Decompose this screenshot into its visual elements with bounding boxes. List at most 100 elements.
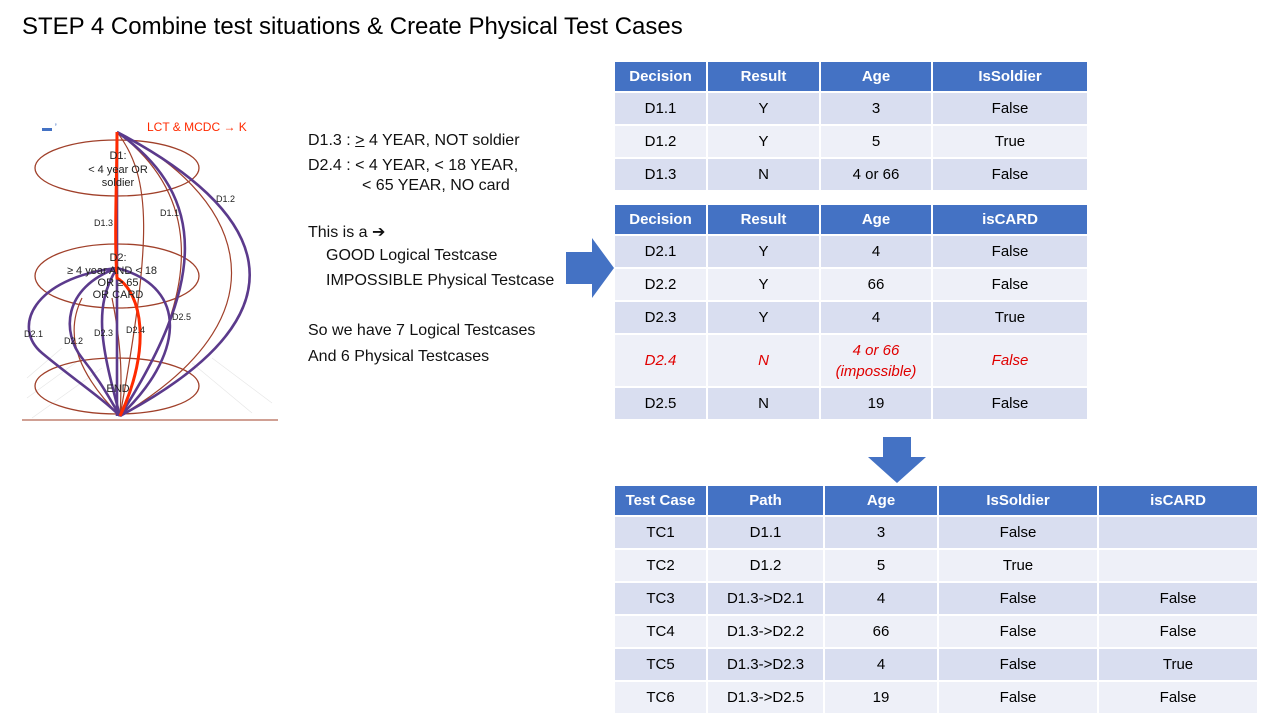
table-row: D1.3 N 4 or 66 False: [615, 159, 1087, 190]
note-summary-1: So we have 7 Logical Testcases: [308, 322, 536, 339]
edge-label-d1-3: D1.3: [94, 218, 113, 228]
cell-path: D1.3->D2.2: [708, 616, 823, 647]
table-row: D1.2 Y 5 True: [615, 126, 1087, 157]
cell-result: Y: [708, 126, 819, 157]
cell-iscard: False: [933, 236, 1087, 267]
cell-issoldier: False: [939, 583, 1097, 614]
cell-age: 19: [825, 682, 937, 713]
cell-result: N: [708, 388, 819, 419]
node-d2-label-3: OR ≥ 65: [98, 277, 139, 289]
cell-issoldier: False: [939, 616, 1097, 647]
table-row: D2.5 N 19 False: [615, 388, 1087, 419]
cell-test-case: TC5: [615, 649, 706, 680]
cell-age-value: 4 or 66: [852, 341, 900, 359]
note-d13-label: D1.3 :: [308, 132, 351, 149]
edge-label-d2-2: D2.2: [64, 336, 83, 346]
table-row: D2.3 Y 4 True: [615, 302, 1087, 333]
note-summary-2: And 6 Physical Testcases: [308, 348, 490, 365]
cell-decision: D1.2: [615, 126, 706, 157]
note-impossible: IMPOSSIBLE Physical Testcase: [326, 272, 555, 289]
cell-iscard: False: [933, 335, 1087, 386]
cell-age: 19: [821, 388, 931, 419]
arrow-down-icon-large: [868, 437, 926, 483]
cell-age: 5: [825, 550, 937, 581]
diagram-header-fragment: LCT & MCDC → K: [147, 120, 247, 134]
col-header-decision: Decision: [615, 62, 706, 91]
table-row: TC3 D1.3->D2.1 4 False False: [615, 583, 1257, 614]
col-header-iscard: isCARD: [1099, 486, 1257, 515]
node-d1-label-3: soldier: [102, 177, 135, 189]
cell-age: 4 or 66: [821, 159, 931, 190]
cell-iscard: True: [933, 302, 1087, 333]
cell-iscard: False: [1099, 616, 1257, 647]
cell-age: 4: [821, 302, 931, 333]
red-edge-d2-4: [114, 131, 142, 417]
cell-path: D1.1: [708, 517, 823, 548]
note-d13-text: 4 YEAR, NOT soldier: [368, 132, 520, 149]
impossible-note: (impossible): [835, 362, 917, 380]
cell-decision: D2.5: [615, 388, 706, 419]
decision-table-d1: Decision Result Age IsSoldier D1.1 Y 3 F…: [613, 60, 1089, 192]
diagram-header-mark: ▬ ʼ: [42, 123, 57, 134]
cell-decision: D2.4: [615, 335, 706, 386]
cell-age: 4: [821, 236, 931, 267]
table-header-row: Test Case Path Age IsSoldier isCARD: [615, 486, 1257, 515]
cell-result: Y: [708, 302, 819, 333]
arrow-right-icon-large: [566, 238, 614, 298]
cell-issoldier: True: [933, 126, 1087, 157]
table-row: TC4 D1.3->D2.2 66 False False: [615, 616, 1257, 647]
cell-age: 5: [821, 126, 931, 157]
cell-age: 4: [825, 583, 937, 614]
edge-label-d1-1: D1.1: [160, 208, 179, 218]
table-header-row: Decision Result Age isCARD: [615, 205, 1087, 234]
col-header-test-case: Test Case: [615, 486, 706, 515]
col-header-age: Age: [825, 486, 937, 515]
cell-decision: D2.2: [615, 269, 706, 300]
node-d2-label-1: D2:: [109, 252, 126, 264]
note-good: GOOD Logical Testcase: [326, 247, 498, 264]
decision-flow-diagram: LCT & MCDC → K ▬ ʼ D1: < 4 year OR soldi…: [22, 120, 278, 421]
table-row-impossible: D2.4 N 4 or 66 (impossible) False: [615, 335, 1087, 386]
cell-age: 3: [821, 93, 931, 124]
table-row: TC6 D1.3->D2.5 19 False False: [615, 682, 1257, 713]
col-header-issoldier: IsSoldier: [939, 486, 1097, 515]
cell-test-case: TC1: [615, 517, 706, 548]
node-d1-label-2: < 4 year OR: [88, 164, 148, 176]
table-header-row: Decision Result Age IsSoldier: [615, 62, 1087, 91]
cell-age: 4: [825, 649, 937, 680]
cell-test-case: TC4: [615, 616, 706, 647]
col-header-age: Age: [821, 205, 931, 234]
cell-issoldier: False: [933, 159, 1087, 190]
table-row: D1.1 Y 3 False: [615, 93, 1087, 124]
cell-iscard: False: [933, 388, 1087, 419]
edge-label-d1-2: D1.2: [216, 194, 235, 204]
cell-result: N: [708, 159, 819, 190]
table-row: TC5 D1.3->D2.3 4 False True: [615, 649, 1257, 680]
table-row: TC1 D1.1 3 False: [615, 517, 1257, 548]
ge-symbol: >: [355, 132, 365, 149]
col-header-path: Path: [708, 486, 823, 515]
node-d2-label-2: ≥ 4 year AND < 18: [67, 265, 157, 277]
col-header-decision: Decision: [615, 205, 706, 234]
cell-decision: D2.1: [615, 236, 706, 267]
edge-label-d2-3: D2.3: [94, 328, 113, 338]
cell-issoldier: False: [939, 649, 1097, 680]
cell-iscard: False: [1099, 583, 1257, 614]
edge-label-d2-1: D2.1: [24, 329, 43, 339]
note-this-is-text: This is a: [308, 224, 368, 241]
cell-iscard: False: [1099, 682, 1257, 713]
col-header-age: Age: [821, 62, 931, 91]
cell-iscard: [1099, 517, 1257, 548]
note-d24-line1: < 4 YEAR, < 18 YEAR,: [355, 157, 519, 174]
cell-path: D1.3->D2.1: [708, 583, 823, 614]
edge-label-d2-4: D2.4: [126, 325, 145, 335]
cell-path: D1.3->D2.3: [708, 649, 823, 680]
col-header-issoldier: IsSoldier: [933, 62, 1087, 91]
cell-decision: D2.3: [615, 302, 706, 333]
node-end-label: END: [106, 383, 129, 395]
note-d24-label: D2.4 :: [308, 157, 351, 174]
cell-result: Y: [708, 236, 819, 267]
cell-iscard: False: [933, 269, 1087, 300]
physical-test-cases-table: Test Case Path Age IsSoldier isCARD TC1 …: [613, 484, 1259, 715]
col-header-result: Result: [708, 205, 819, 234]
